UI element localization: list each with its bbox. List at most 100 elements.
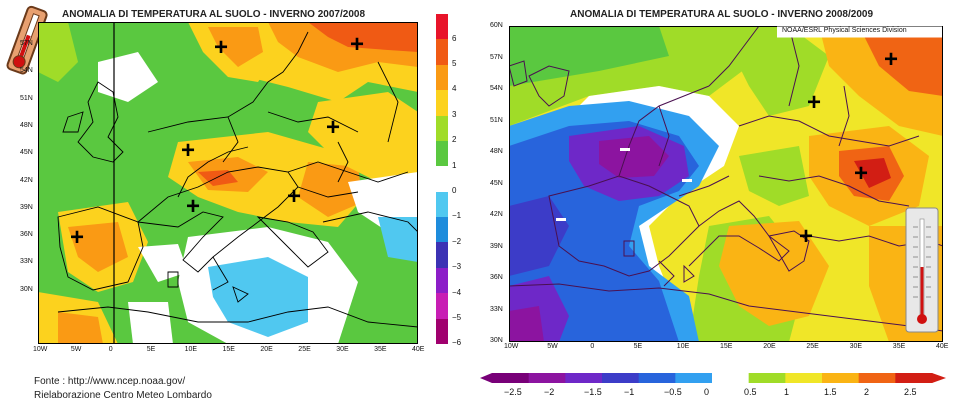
lon-tick-label: 35E: [892, 343, 906, 350]
lat-tick-label: 48N: [20, 121, 33, 129]
lat-tick-label: 39N: [490, 242, 503, 250]
negative-anomaly-marker: [556, 218, 566, 221]
lat-tick-label: 48N: [490, 148, 503, 155]
lon-tick-label: 10W: [33, 346, 48, 353]
colorbar-segment: [436, 14, 448, 40]
colorbar-segment: [602, 373, 640, 383]
colorbar-segment: [748, 373, 786, 383]
colorbar-label: 3: [452, 109, 457, 119]
lon-tick-label: 10W: [504, 343, 519, 350]
lon-tick-label: 10E: [676, 343, 690, 350]
lon-tick-label: 15E: [720, 343, 733, 350]
lat-tick-label: 45N: [490, 179, 503, 187]
colorbar-label: 0: [704, 387, 710, 397]
colorbar-label: −6: [452, 338, 462, 348]
thermometer-instrument-icon: [905, 207, 939, 333]
colorbar-segment: [565, 373, 603, 383]
colorbar-label: 0: [452, 186, 457, 195]
colorbar-segment: [436, 191, 448, 218]
lat-tick-label: 30N: [490, 337, 503, 344]
right-map-title: ANOMALIA DI TEMPERATURA AL SUOLO - INVER…: [570, 9, 874, 20]
colorbar-label: 6: [452, 33, 457, 43]
colorbar-segment: [675, 373, 713, 383]
lon-tick-label: 5E: [146, 346, 156, 353]
lon-tick-label: 5E: [633, 343, 643, 350]
lon-tick-label: 5W: [547, 343, 558, 350]
source-text: Fonte : http://www.ncep.noaa.gov/: [34, 376, 186, 387]
lat-tick-label: 57N: [490, 53, 503, 61]
colorbar-segment: [436, 318, 448, 345]
lat-tick-label: 33N: [490, 305, 503, 313]
positive-anomaly-marker: +: [350, 31, 365, 58]
colorbar-segment: [436, 90, 448, 117]
lat-tick-label: 36N: [490, 274, 503, 281]
colorbar-segment: [492, 373, 530, 383]
lon-tick-label: 20E: [260, 346, 273, 353]
colorbar-segment: [436, 166, 448, 193]
lat-tick-label: 54N: [20, 67, 33, 75]
lon-tick-label: 10E: [184, 346, 198, 353]
colorbar-label: −2: [452, 236, 462, 246]
lon-tick-label: 40E: [936, 343, 949, 350]
colorbar-label: −4: [452, 287, 462, 297]
colorbar-segment: [436, 217, 448, 243]
positive-anomaly-marker: +: [186, 193, 201, 220]
colorbar-label: −3: [452, 262, 462, 272]
lat-tick-label: 42N: [490, 211, 503, 218]
lon-tick-label: 25E: [298, 346, 311, 353]
positive-anomaly-marker: +: [799, 223, 814, 250]
left-map-title: ANOMALIA DI TEMPERATURA AL SUOLO - INVER…: [62, 9, 366, 20]
negative-anomaly-marker: [620, 148, 630, 151]
colorbar-segment: [436, 267, 448, 294]
lat-tick-label: 33N: [20, 258, 33, 266]
lon-tick-label: 0: [590, 343, 595, 350]
colorbar-label: 2: [864, 387, 870, 397]
elaboration-text: Rielaborazione Centro Meteo Lombardo: [34, 390, 212, 401]
lon-tick-label: 5W: [70, 346, 82, 353]
lon-tick-label: 0: [108, 346, 113, 353]
lon-tick-label: 25E: [806, 343, 819, 350]
colorbar-segment: [858, 373, 896, 383]
colorbar-label: 4: [452, 84, 457, 94]
lat-tick-label: 42N: [20, 176, 33, 184]
colorbar-label: 2.5: [904, 387, 917, 397]
positive-anomaly-marker: +: [287, 183, 302, 210]
colorbar-segment: [436, 293, 448, 320]
positive-anomaly-marker: +: [854, 160, 869, 187]
colorbar-segment: [528, 373, 566, 383]
positive-anomaly-marker: +: [807, 89, 822, 116]
lat-tick-label: 54N: [490, 85, 503, 92]
lat-tick-label: 30N: [20, 285, 33, 293]
positive-anomaly-marker: +: [70, 224, 85, 251]
left-map-colorbar: [436, 14, 448, 345]
colorbar-label: −1: [624, 387, 635, 397]
positive-anomaly-marker: +: [181, 137, 196, 164]
colorbar-segment: [895, 373, 933, 383]
colorbar-segment: [712, 373, 750, 383]
thermometer-icon: [6, 5, 48, 75]
negative-anomaly-marker: [682, 179, 692, 182]
lon-tick-label: 35E: [374, 346, 387, 353]
positive-anomaly-marker: +: [326, 114, 341, 141]
colorbar-min-arrow: [480, 373, 492, 383]
positive-anomaly-marker: +: [214, 34, 229, 61]
lat-tick-label: 51N: [20, 94, 33, 102]
colorbar-label: −1.5: [584, 387, 602, 397]
colorbar-segment: [436, 140, 448, 167]
colorbar-label: −2.5: [504, 387, 522, 397]
left-map-plot: [38, 22, 418, 344]
colorbar-label: −5: [452, 312, 462, 322]
lat-tick-label: 60N: [490, 22, 503, 29]
lon-tick-label: 40E: [412, 346, 425, 353]
colorbar-segment: [436, 115, 448, 142]
colorbar-segment: [638, 373, 676, 383]
colorbar-label: 2: [452, 135, 457, 145]
lat-tick-label: 36N: [20, 231, 33, 239]
lon-tick-label: 30E: [336, 346, 349, 353]
colorbar-label: −0.5: [664, 387, 682, 397]
colorbar-segment: [822, 373, 860, 383]
right-map-plot: [509, 26, 943, 342]
lat-tick-label: 45N: [20, 149, 33, 157]
colorbar-label: 1: [784, 387, 790, 397]
colorbar-segment: [785, 373, 823, 383]
